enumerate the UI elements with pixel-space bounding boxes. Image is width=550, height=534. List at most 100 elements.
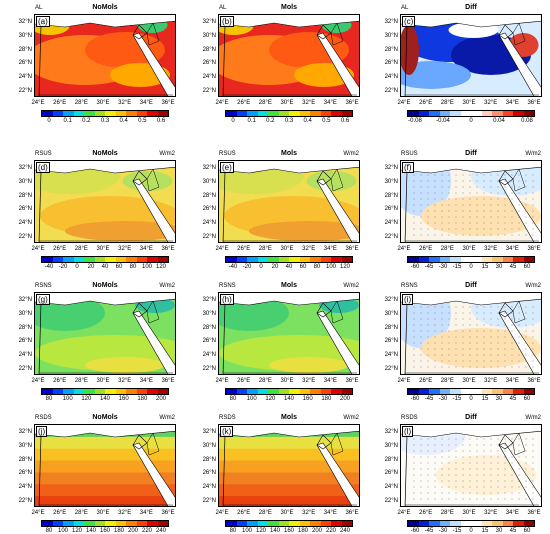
colorbar-tick-label: 0 bbox=[469, 118, 473, 124]
colorbar-tick-label: -15 bbox=[452, 396, 462, 402]
colorbar-tick-label: 20 bbox=[87, 264, 95, 270]
colorbar-swatch bbox=[257, 111, 268, 116]
lat-tick-label: 32°N bbox=[202, 429, 216, 435]
colorbar bbox=[225, 520, 353, 527]
colorbar-swatch bbox=[105, 521, 116, 526]
panel-title: NoMols bbox=[92, 4, 118, 11]
colorbar-swatch bbox=[418, 389, 429, 394]
colorbar-tick-label: 0.3 bbox=[100, 118, 110, 124]
colorbar-swatch bbox=[84, 389, 95, 394]
lon-tick-label: 30°E bbox=[462, 100, 476, 106]
map-panel-l: Diff RSDS W/m2 (l) 32°N 30°N 28°N 26°N 24°N 22°N 2… bbox=[385, 414, 542, 516]
lat-tick-label: 30°N bbox=[384, 178, 398, 185]
colorbar-swatch bbox=[278, 521, 289, 526]
colorbar-tick-label: 0.3 bbox=[284, 118, 294, 124]
lon-tick-label: 30°E bbox=[96, 510, 110, 516]
lat-tick-label: 30°N bbox=[18, 178, 32, 185]
colorbar-swatch bbox=[73, 389, 84, 394]
colorbar-tick-label: 0.4 bbox=[303, 118, 312, 124]
lat-tick-label: 22°N bbox=[202, 88, 216, 94]
colorbar-tick-label: 40 bbox=[285, 264, 293, 270]
colorbar-swatch bbox=[63, 389, 74, 394]
panel-label: (g) bbox=[36, 294, 50, 305]
lon-tick-label: 34°E bbox=[323, 378, 337, 384]
colorbar-swatch bbox=[331, 521, 342, 526]
colorbar-swatch bbox=[523, 389, 534, 394]
colorbar-swatch bbox=[42, 111, 53, 116]
colorbar-tick-label: -0.08 bbox=[408, 118, 422, 124]
lon-tick-label: 32°E bbox=[484, 246, 498, 252]
lon-tick-label: 30°E bbox=[462, 510, 476, 516]
colorbar-swatch bbox=[136, 521, 147, 526]
colorbar-tick-label: 0 bbox=[47, 118, 51, 124]
colorbar bbox=[407, 520, 535, 527]
panel-title: Mols bbox=[281, 150, 297, 157]
colorbar-tick-label: 120 bbox=[265, 396, 276, 402]
lon-tick-label: 36°E bbox=[345, 246, 359, 252]
variable-label: AL bbox=[35, 5, 43, 11]
panel-title: Mols bbox=[281, 4, 297, 11]
colorbar-swatch bbox=[105, 257, 116, 262]
variable-label: RSUS bbox=[401, 151, 418, 157]
lat-tick-label: 28°N bbox=[18, 192, 32, 199]
map-field bbox=[35, 425, 175, 506]
lat-tick-label: 22°N bbox=[18, 498, 32, 504]
map-panel-g: NoMols RSNS W/m2 (g) 32°N 30°N 28°N 26°N 24°N 22°… bbox=[19, 282, 176, 384]
lon-tick-label: 26°E bbox=[53, 378, 67, 384]
colorbar-swatch bbox=[331, 257, 342, 262]
colorbar-swatch bbox=[471, 257, 482, 262]
lat-tick-label: 24°N bbox=[384, 74, 398, 81]
colorbar-tick-label: 80 bbox=[45, 396, 53, 402]
map-field bbox=[401, 425, 541, 506]
lon-tick-label: 36°E bbox=[527, 246, 541, 252]
lat-tick-label: 24°N bbox=[18, 484, 32, 491]
variable-label: RSUS bbox=[35, 151, 52, 157]
lat-tick-label: 22°N bbox=[384, 498, 398, 504]
colorbar-tick-label: 120 bbox=[339, 264, 351, 270]
map-panel-f: Diff RSUS W/m2 (f) 32°N 30°N 28°N 26°N 24°N 22°N 2… bbox=[385, 150, 542, 252]
colorbar-swatch bbox=[278, 111, 289, 116]
colorbar-tick-label: 140 bbox=[283, 396, 295, 402]
map-field bbox=[401, 15, 541, 96]
colorbar-swatch bbox=[84, 521, 95, 526]
map-area bbox=[34, 292, 176, 375]
lon-tick-label: 32°E bbox=[118, 378, 132, 384]
lon-tick-label: 34°E bbox=[505, 100, 519, 106]
colorbar-tick-label: 20 bbox=[271, 264, 279, 270]
colorbar-swatch bbox=[236, 111, 247, 116]
colorbar-tick-label: 30 bbox=[495, 264, 503, 270]
colorbar-swatch bbox=[471, 389, 482, 394]
colorbar-swatch bbox=[310, 389, 321, 394]
colorbar-swatch bbox=[320, 521, 331, 526]
panel-label: (h) bbox=[220, 294, 234, 305]
colorbar-tick-label: 160 bbox=[283, 528, 295, 534]
unit-label: W/m2 bbox=[159, 415, 175, 421]
map-area bbox=[218, 14, 360, 97]
map-area bbox=[400, 424, 542, 507]
colorbar-swatch bbox=[523, 111, 534, 116]
colorbar-swatch bbox=[105, 389, 116, 394]
map-area bbox=[34, 160, 176, 243]
lat-tick-label: 28°N bbox=[202, 46, 216, 53]
colorbar-tick-label: 0.6 bbox=[340, 118, 350, 124]
colorbar-swatch bbox=[460, 389, 471, 394]
lat-tick-label: 26°N bbox=[202, 470, 216, 477]
map-field bbox=[401, 293, 541, 374]
lat-tick-label: 32°N bbox=[384, 297, 398, 303]
colorbar-tick-label: 180 bbox=[137, 396, 148, 402]
lon-tick-label: 34°E bbox=[139, 100, 153, 106]
colorbar-tick-label: 0.4 bbox=[119, 118, 128, 124]
lon-tick-label: 32°E bbox=[118, 510, 132, 516]
lat-tick-label: 24°N bbox=[202, 484, 216, 491]
lon-tick-label: 28°E bbox=[74, 100, 88, 106]
lat-tick-label: 26°N bbox=[202, 338, 216, 345]
colorbar-tick-label: 60 bbox=[299, 264, 307, 270]
colorbar-swatch bbox=[513, 389, 524, 394]
lat-tick-label: 24°N bbox=[202, 220, 216, 227]
lat-tick-label: 30°N bbox=[202, 178, 216, 185]
map-field bbox=[219, 425, 359, 506]
lon-tick-label: 30°E bbox=[280, 100, 294, 106]
colorbar-swatch bbox=[268, 521, 279, 526]
lon-tick-label: 34°E bbox=[505, 378, 519, 384]
colorbar-tick-label: 240 bbox=[339, 528, 351, 534]
